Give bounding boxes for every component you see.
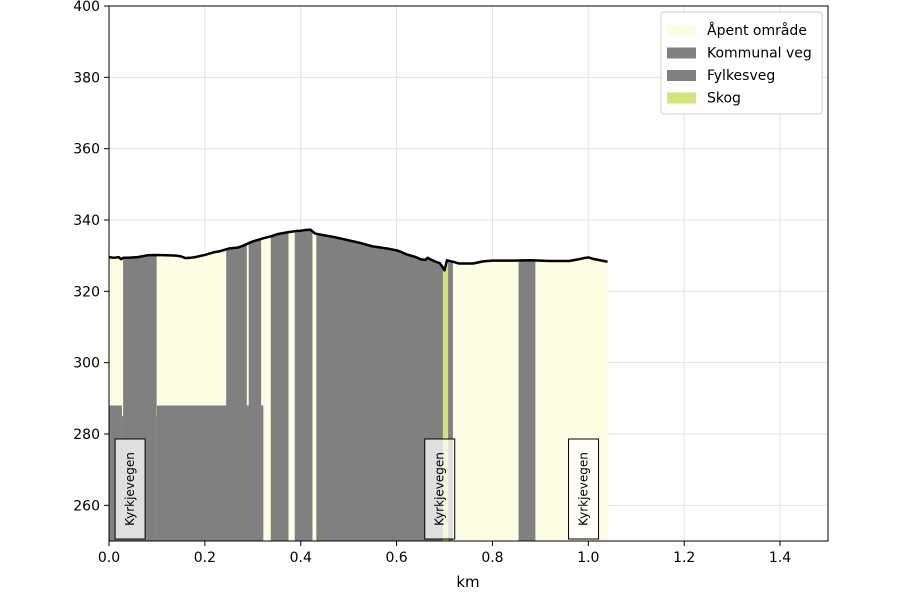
legend-swatch — [667, 70, 696, 81]
area-segment-kommunal — [316, 233, 444, 542]
area-segment-kommunal — [294, 229, 313, 542]
y-tick-label: 380 — [73, 70, 100, 86]
x-tick-label: 1.4 — [769, 550, 791, 566]
road-label-text: Kyrkjevegen — [577, 452, 591, 526]
legend-box — [660, 11, 823, 115]
area-segment-kommunal — [518, 260, 536, 542]
area-segment-apent — [288, 230, 296, 542]
fylkesveg-bar — [226, 405, 264, 541]
x-axis-ticks: 0.0 0.2 0.4 0.6 0.8 1.0 1.2 1.4 — [98, 541, 791, 566]
fylkesveg-bar — [156, 405, 227, 541]
area-segment-apent — [312, 231, 317, 542]
road-label-group: Kyrkjevegen — [424, 438, 456, 540]
elevation-line — [108, 228, 608, 272]
x-axis-label: km — [456, 573, 479, 591]
x-tick-label: 0.0 — [98, 550, 120, 566]
y-tick-label: 280 — [73, 427, 100, 443]
road-label-box — [114, 438, 146, 540]
road-label-group: Kyrkjevegen — [114, 438, 146, 540]
legend-swatch — [667, 47, 696, 59]
road-label-box — [424, 438, 456, 540]
y-tick-label: 400 — [73, 0, 100, 15]
x-tick-label: 0.8 — [481, 550, 503, 566]
x-tick-label: 0.6 — [385, 550, 407, 566]
legend-swatch — [667, 92, 696, 104]
x-tick-label: 0.2 — [194, 550, 216, 566]
road-labels: Kyrkjevegen Kyrkjevegen Kyrkjevegen — [114, 438, 600, 540]
road-label-box — [568, 438, 600, 540]
x-tick-label: 0.4 — [290, 550, 312, 566]
x-tick-label: 1.2 — [673, 550, 695, 566]
x-tick-label: 1.0 — [577, 550, 599, 566]
legend-swatch — [667, 25, 696, 36]
legend-label: Skog — [707, 91, 741, 107]
legend-label: Fylkesveg — [707, 68, 775, 84]
y-tick-label: 300 — [73, 356, 100, 372]
road-label-text: Kyrkjevegen — [123, 452, 137, 526]
fylkesveg-areas — [109, 405, 264, 541]
y-tick-label: 360 — [73, 142, 100, 158]
legend-label: Åpent område — [707, 22, 807, 39]
y-axis-ticks: 260 280 300 320 340 360 380 400 — [73, 0, 109, 514]
y-tick-label: 260 — [73, 498, 100, 514]
legend-label: Kommunal veg — [707, 46, 812, 62]
road-label-text: Kyrkjevegen — [433, 452, 447, 526]
area-segment-kommunal — [270, 231, 289, 542]
y-tick-label: 320 — [73, 284, 100, 300]
y-tick-label: 340 — [73, 213, 100, 229]
legend: Åpent område Kommunal veg Fylkesveg Skog — [660, 11, 823, 115]
area-segment-apent — [452, 260, 520, 542]
plot-frame — [108, 5, 829, 542]
road-label-group: Kyrkjevegen — [568, 438, 600, 540]
